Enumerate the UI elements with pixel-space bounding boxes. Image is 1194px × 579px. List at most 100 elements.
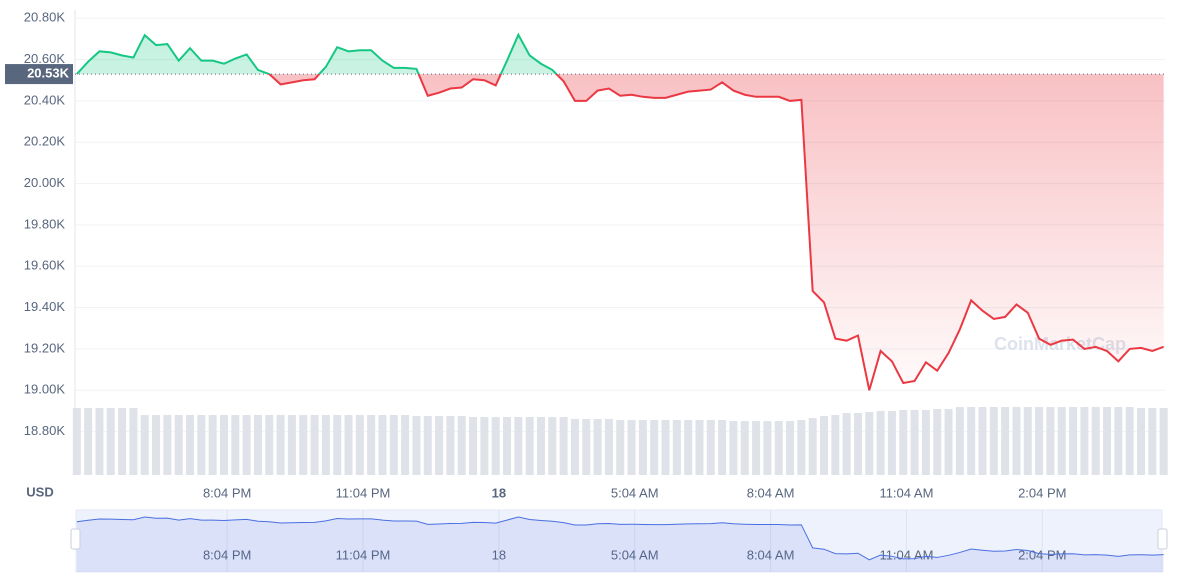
volume-bar xyxy=(899,410,908,475)
reference-label-box xyxy=(5,64,73,85)
volume-bar xyxy=(197,415,206,475)
volume-bar xyxy=(401,415,410,475)
volume-bar xyxy=(186,415,195,475)
volume-bar xyxy=(887,411,896,475)
volume-bar xyxy=(491,417,500,475)
volume-bar xyxy=(842,413,851,475)
volume-bar xyxy=(355,415,364,475)
x-tick-label: 18 xyxy=(492,485,506,500)
volume-bar xyxy=(118,408,127,475)
volume-bar xyxy=(265,415,274,475)
volume-bar xyxy=(378,415,387,475)
volume-bar xyxy=(1001,407,1010,475)
y-tick-label: 20.00K xyxy=(24,175,66,190)
volume-bar xyxy=(763,421,772,475)
y-tick-label: 20.60K xyxy=(24,51,66,66)
volume-bar xyxy=(1148,408,1157,475)
x-tick-label: 2:04 PM xyxy=(1018,485,1066,500)
volume-bar xyxy=(457,416,466,475)
navigator-tick-label: 11:04 AM xyxy=(879,547,933,562)
x-tick-label: 8:04 AM xyxy=(747,485,795,500)
navigator-handle[interactable] xyxy=(1157,528,1168,550)
volume-bar xyxy=(174,415,183,475)
y-tick-label: 18.80K xyxy=(24,423,66,438)
y-tick-label: 19.40K xyxy=(24,299,66,314)
volume-bar xyxy=(638,420,647,475)
area-down xyxy=(76,74,1164,391)
volume-bar xyxy=(480,417,489,475)
y-tick-label: 19.60K xyxy=(24,258,66,273)
y-tick-label: 19.80K xyxy=(24,216,66,231)
price-line-up xyxy=(76,32,558,75)
volume-bar xyxy=(627,420,636,475)
volume-bar xyxy=(1035,407,1044,475)
navigator-area xyxy=(76,516,1164,572)
volume-bar xyxy=(435,416,444,475)
volume-bar xyxy=(299,415,308,475)
navigator-tick-label: 5:04 AM xyxy=(611,547,659,562)
volume-bar xyxy=(718,420,727,475)
x-tick-label: 5:04 AM xyxy=(611,485,659,500)
plot-layer: 20.80K 20.60K 20.40K 20.20K 20.00K 19.80K 19.6… xyxy=(5,10,1165,500)
area-up xyxy=(76,34,557,75)
navigator-tick-label: 18 xyxy=(492,547,506,562)
volume-bar xyxy=(650,420,659,475)
x-tick-label: 11:04 PM xyxy=(336,485,391,500)
volume-bar xyxy=(1114,407,1123,475)
volume-bar xyxy=(1046,407,1055,475)
volume-bar xyxy=(661,420,670,475)
volume-bar xyxy=(129,408,138,475)
volume-bar xyxy=(253,415,262,475)
navigator-layer: 8:04 PM 11:04 PM 18 5:04 AM 8:04 AM 11:04 AM 2… xyxy=(76,510,1164,572)
navigator-handle[interactable] xyxy=(70,528,81,550)
navigator-line xyxy=(76,516,1164,561)
volume-bar xyxy=(344,415,353,475)
y-tick-label: 20.40K xyxy=(24,92,66,107)
volume-bar xyxy=(1012,407,1021,475)
volume-bar xyxy=(774,421,783,475)
volume-bar xyxy=(367,415,376,475)
navigator-tick-label: 8:04 AM xyxy=(747,547,795,562)
navigator-box xyxy=(75,509,1163,573)
volume-bar xyxy=(242,415,251,475)
volume-bar xyxy=(616,420,625,475)
volume-bar xyxy=(853,413,862,475)
volume-bar xyxy=(1080,407,1089,475)
volume-bar xyxy=(548,417,557,475)
volume-bar xyxy=(865,412,874,475)
volume-bar xyxy=(570,419,579,475)
volume-bar xyxy=(333,415,342,475)
y-tick-label: 20.20K xyxy=(24,134,66,149)
volume-bar xyxy=(514,417,523,475)
volume-bar xyxy=(593,419,602,475)
volume-bar xyxy=(876,411,885,475)
volume-bar xyxy=(1136,408,1145,475)
volume-bar xyxy=(1091,407,1100,475)
volume-bar xyxy=(525,417,534,475)
volume-bar xyxy=(72,408,81,475)
volume-bar xyxy=(503,417,512,475)
volume-bar xyxy=(820,416,829,475)
volume-bar xyxy=(1103,407,1112,475)
volume-bar xyxy=(321,415,330,475)
volume-bar xyxy=(140,415,149,475)
volume-bar xyxy=(752,421,761,475)
volume-bar xyxy=(423,416,432,475)
volume-bar xyxy=(921,410,930,475)
x-tick-label: 11:04 AM xyxy=(879,485,933,500)
volume-bar xyxy=(604,419,613,475)
volume-bar xyxy=(231,415,240,475)
volume-bar xyxy=(967,407,976,475)
volume-bar xyxy=(684,420,693,475)
volume-bar xyxy=(1125,407,1134,475)
volume-bar xyxy=(106,408,115,475)
volume-bar xyxy=(310,415,319,475)
volume-bar xyxy=(706,420,715,475)
volume-bar xyxy=(831,415,840,475)
volume-bar xyxy=(740,421,749,475)
volume-bar xyxy=(955,407,964,475)
volume-bar xyxy=(152,415,161,475)
volume-bar xyxy=(933,409,942,475)
